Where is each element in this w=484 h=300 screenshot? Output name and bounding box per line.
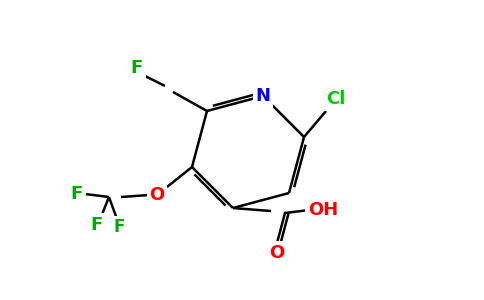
Text: F: F (91, 216, 103, 234)
Text: N: N (256, 87, 271, 105)
Text: F: F (131, 59, 143, 77)
Text: F: F (113, 218, 125, 236)
Text: O: O (270, 244, 285, 262)
Text: F: F (71, 185, 83, 203)
Text: OH: OH (308, 201, 338, 219)
Text: Cl: Cl (326, 90, 346, 108)
Text: O: O (150, 186, 165, 204)
